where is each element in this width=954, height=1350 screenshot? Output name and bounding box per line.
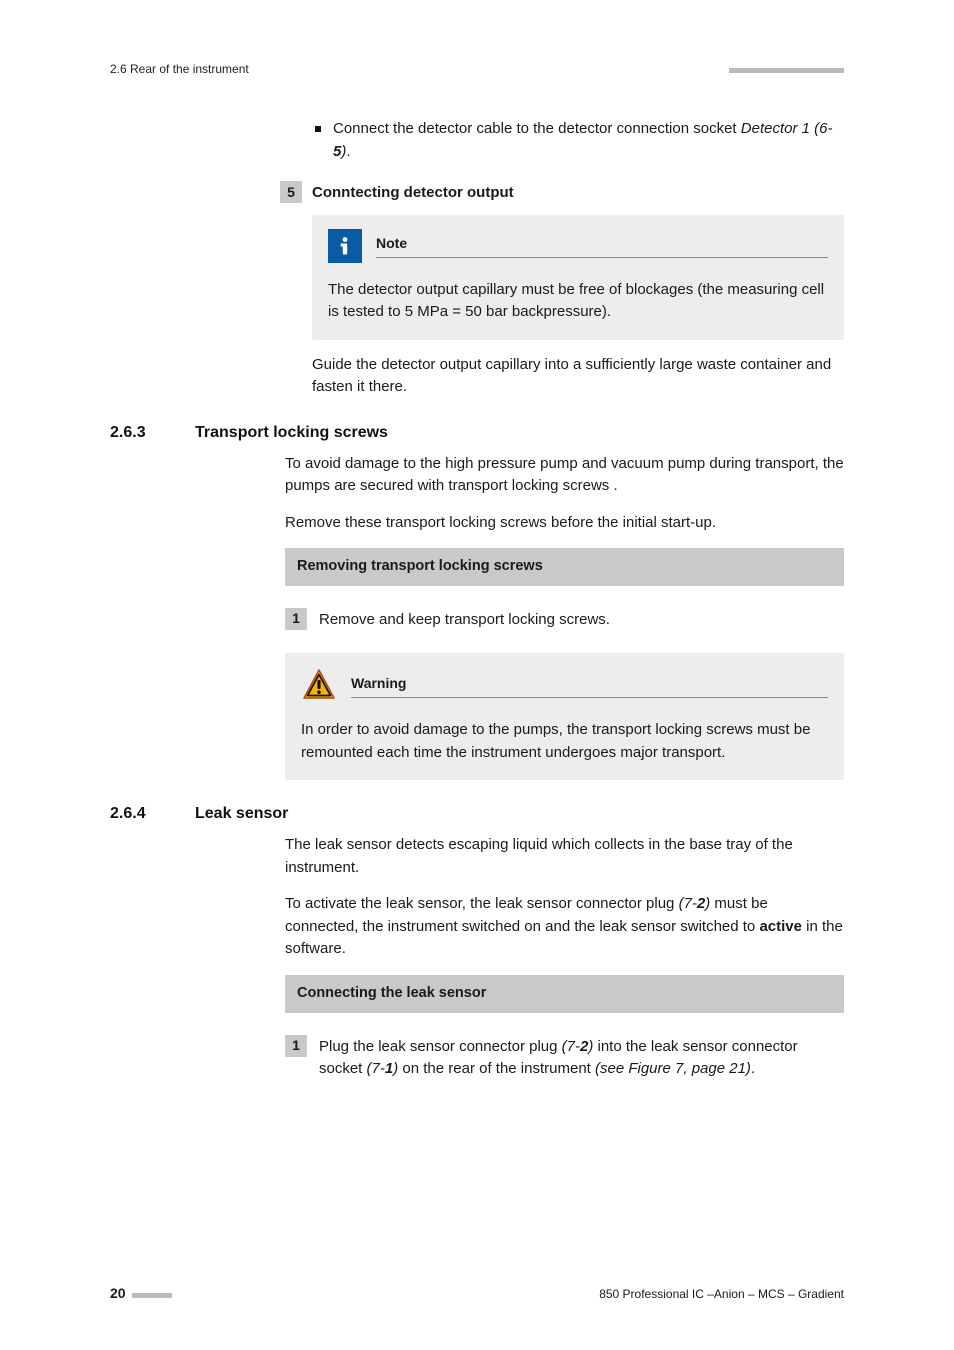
info-icon: [328, 229, 362, 263]
step-number: 1: [285, 1035, 307, 1057]
note-header: Note: [328, 229, 828, 263]
paragraph: To avoid damage to the high pressure pum…: [285, 453, 844, 498]
header-right-squares: [729, 60, 844, 78]
section-2-6-4: 2.6.4 Leak sensor: [110, 802, 844, 826]
bullet-text: Connect the detector cable to the detect…: [333, 118, 844, 163]
page-footer: 20 850 Professional IC –Anion – MCS – Gr…: [110, 1283, 844, 1304]
ref: (7-: [562, 1038, 580, 1055]
section-number: 2.6.3: [110, 421, 195, 445]
paragraph: Remove these transport locking screws be…: [285, 512, 844, 535]
text: .: [751, 1060, 755, 1077]
page-header: 2.6 Rear of the instrument: [110, 60, 844, 78]
step-number: 1: [285, 608, 307, 630]
subheading-bar: Connecting the leak sensor: [285, 975, 844, 1013]
step-number: 5: [280, 181, 302, 203]
ref-num: 2: [697, 895, 705, 912]
ref: (see Figure 7, page 21): [595, 1060, 751, 1077]
step-5-header: 5 Conntecting detector output: [280, 181, 844, 205]
warning-icon: [301, 667, 337, 703]
warning-title: Warning: [351, 673, 828, 698]
note-title: Note: [376, 233, 828, 258]
ref: Detector 1 (6-: [741, 120, 833, 137]
section-number: 2.6.4: [110, 802, 195, 826]
bullet-marker: [315, 126, 321, 132]
page-number: 20: [110, 1283, 126, 1304]
footer-left: 20: [110, 1283, 172, 1304]
warning-box: Warning In order to avoid damage to the …: [285, 653, 844, 780]
text: To activate the leak sensor, the leak se…: [285, 895, 679, 912]
bullet-item: Connect the detector cable to the detect…: [315, 118, 844, 163]
ref: (7-: [367, 1060, 385, 1077]
step-title: Conntecting detector output: [312, 181, 514, 205]
header-left: 2.6 Rear of the instrument: [110, 60, 249, 78]
step-1: 1 Plug the leak sensor connector plug (7…: [285, 1035, 844, 1081]
section-2-6-3: 2.6.3 Transport locking screws: [110, 421, 844, 445]
text: on the rear of the instrument: [398, 1060, 595, 1077]
text: Connect the detector cable to the detect…: [333, 120, 741, 137]
step-text: Plug the leak sensor connector plug (7-2…: [319, 1035, 844, 1081]
warning-body: In order to avoid damage to the pumps, t…: [301, 719, 828, 764]
footer-right: 850 Professional IC –Anion – MCS – Gradi…: [599, 1285, 844, 1303]
subheading-bar: Removing transport locking screws: [285, 548, 844, 586]
paragraph: The leak sensor detects escaping liquid …: [285, 834, 844, 879]
step-text: Remove and keep transport locking screws…: [319, 608, 610, 632]
paragraph: To activate the leak sensor, the leak se…: [285, 893, 844, 961]
footer-squares: [132, 1285, 172, 1303]
bold: active: [759, 918, 802, 935]
step-1: 1 Remove and keep transport locking scre…: [285, 608, 844, 632]
step-5-para: Guide the detector output capillary into…: [312, 354, 844, 399]
note-body: The detector output capillary must be fr…: [328, 279, 828, 324]
ref-num: 1: [385, 1060, 393, 1077]
text: .: [346, 143, 350, 160]
warning-header: Warning: [301, 667, 828, 703]
ref: (7-: [679, 895, 697, 912]
note-box: Note The detector output capillary must …: [312, 215, 844, 340]
section-title: Transport locking screws: [195, 421, 388, 445]
section-title: Leak sensor: [195, 802, 288, 826]
text: Plug the leak sensor connector plug: [319, 1038, 562, 1055]
